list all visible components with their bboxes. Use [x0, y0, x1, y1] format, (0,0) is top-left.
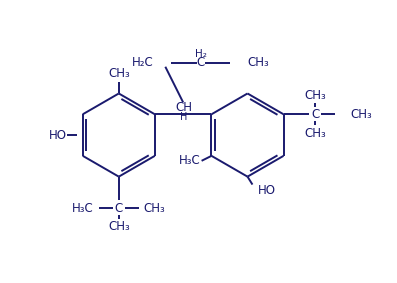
Text: HO: HO	[257, 184, 276, 197]
Text: CH₃: CH₃	[108, 220, 130, 233]
Text: C: C	[197, 56, 205, 69]
Text: H₃C: H₃C	[72, 202, 94, 215]
Text: H₃C: H₃C	[179, 154, 200, 167]
Text: CH₃: CH₃	[108, 67, 130, 80]
Text: CH₃: CH₃	[304, 127, 326, 140]
Text: C: C	[311, 108, 319, 121]
Text: HO: HO	[48, 128, 66, 142]
Text: H₂: H₂	[195, 49, 207, 59]
Text: CH₃: CH₃	[144, 202, 165, 215]
Text: CH: CH	[175, 101, 193, 114]
Text: H₂C: H₂C	[132, 56, 154, 69]
Text: H: H	[181, 112, 188, 122]
Text: CH₃: CH₃	[247, 56, 269, 69]
Text: C: C	[115, 202, 123, 215]
Text: CH₃: CH₃	[304, 89, 326, 102]
Text: CH₃: CH₃	[351, 108, 373, 121]
